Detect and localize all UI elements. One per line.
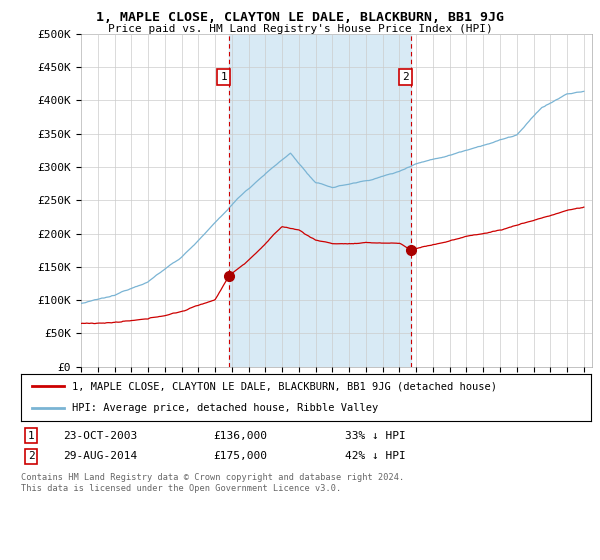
Text: Contains HM Land Registry data © Crown copyright and database right 2024.
This d: Contains HM Land Registry data © Crown c…: [21, 473, 404, 493]
Text: 1, MAPLE CLOSE, CLAYTON LE DALE, BLACKBURN, BB1 9JG (detached house): 1, MAPLE CLOSE, CLAYTON LE DALE, BLACKBU…: [73, 381, 497, 391]
Bar: [229, 34, 410, 367]
Text: 1: 1: [220, 72, 227, 82]
Text: 29-AUG-2014: 29-AUG-2014: [63, 451, 137, 461]
Text: 2: 2: [28, 451, 35, 461]
Text: £175,000: £175,000: [213, 451, 267, 461]
Text: 42% ↓ HPI: 42% ↓ HPI: [345, 451, 406, 461]
Text: 23-OCT-2003: 23-OCT-2003: [63, 431, 137, 441]
Text: HPI: Average price, detached house, Ribble Valley: HPI: Average price, detached house, Ribb…: [73, 403, 379, 413]
Text: £136,000: £136,000: [213, 431, 267, 441]
Text: Price paid vs. HM Land Registry's House Price Index (HPI): Price paid vs. HM Land Registry's House …: [107, 24, 493, 34]
Text: 1, MAPLE CLOSE, CLAYTON LE DALE, BLACKBURN, BB1 9JG: 1, MAPLE CLOSE, CLAYTON LE DALE, BLACKBU…: [96, 11, 504, 24]
Text: 1: 1: [28, 431, 35, 441]
Text: 33% ↓ HPI: 33% ↓ HPI: [345, 431, 406, 441]
Text: 2: 2: [402, 72, 409, 82]
